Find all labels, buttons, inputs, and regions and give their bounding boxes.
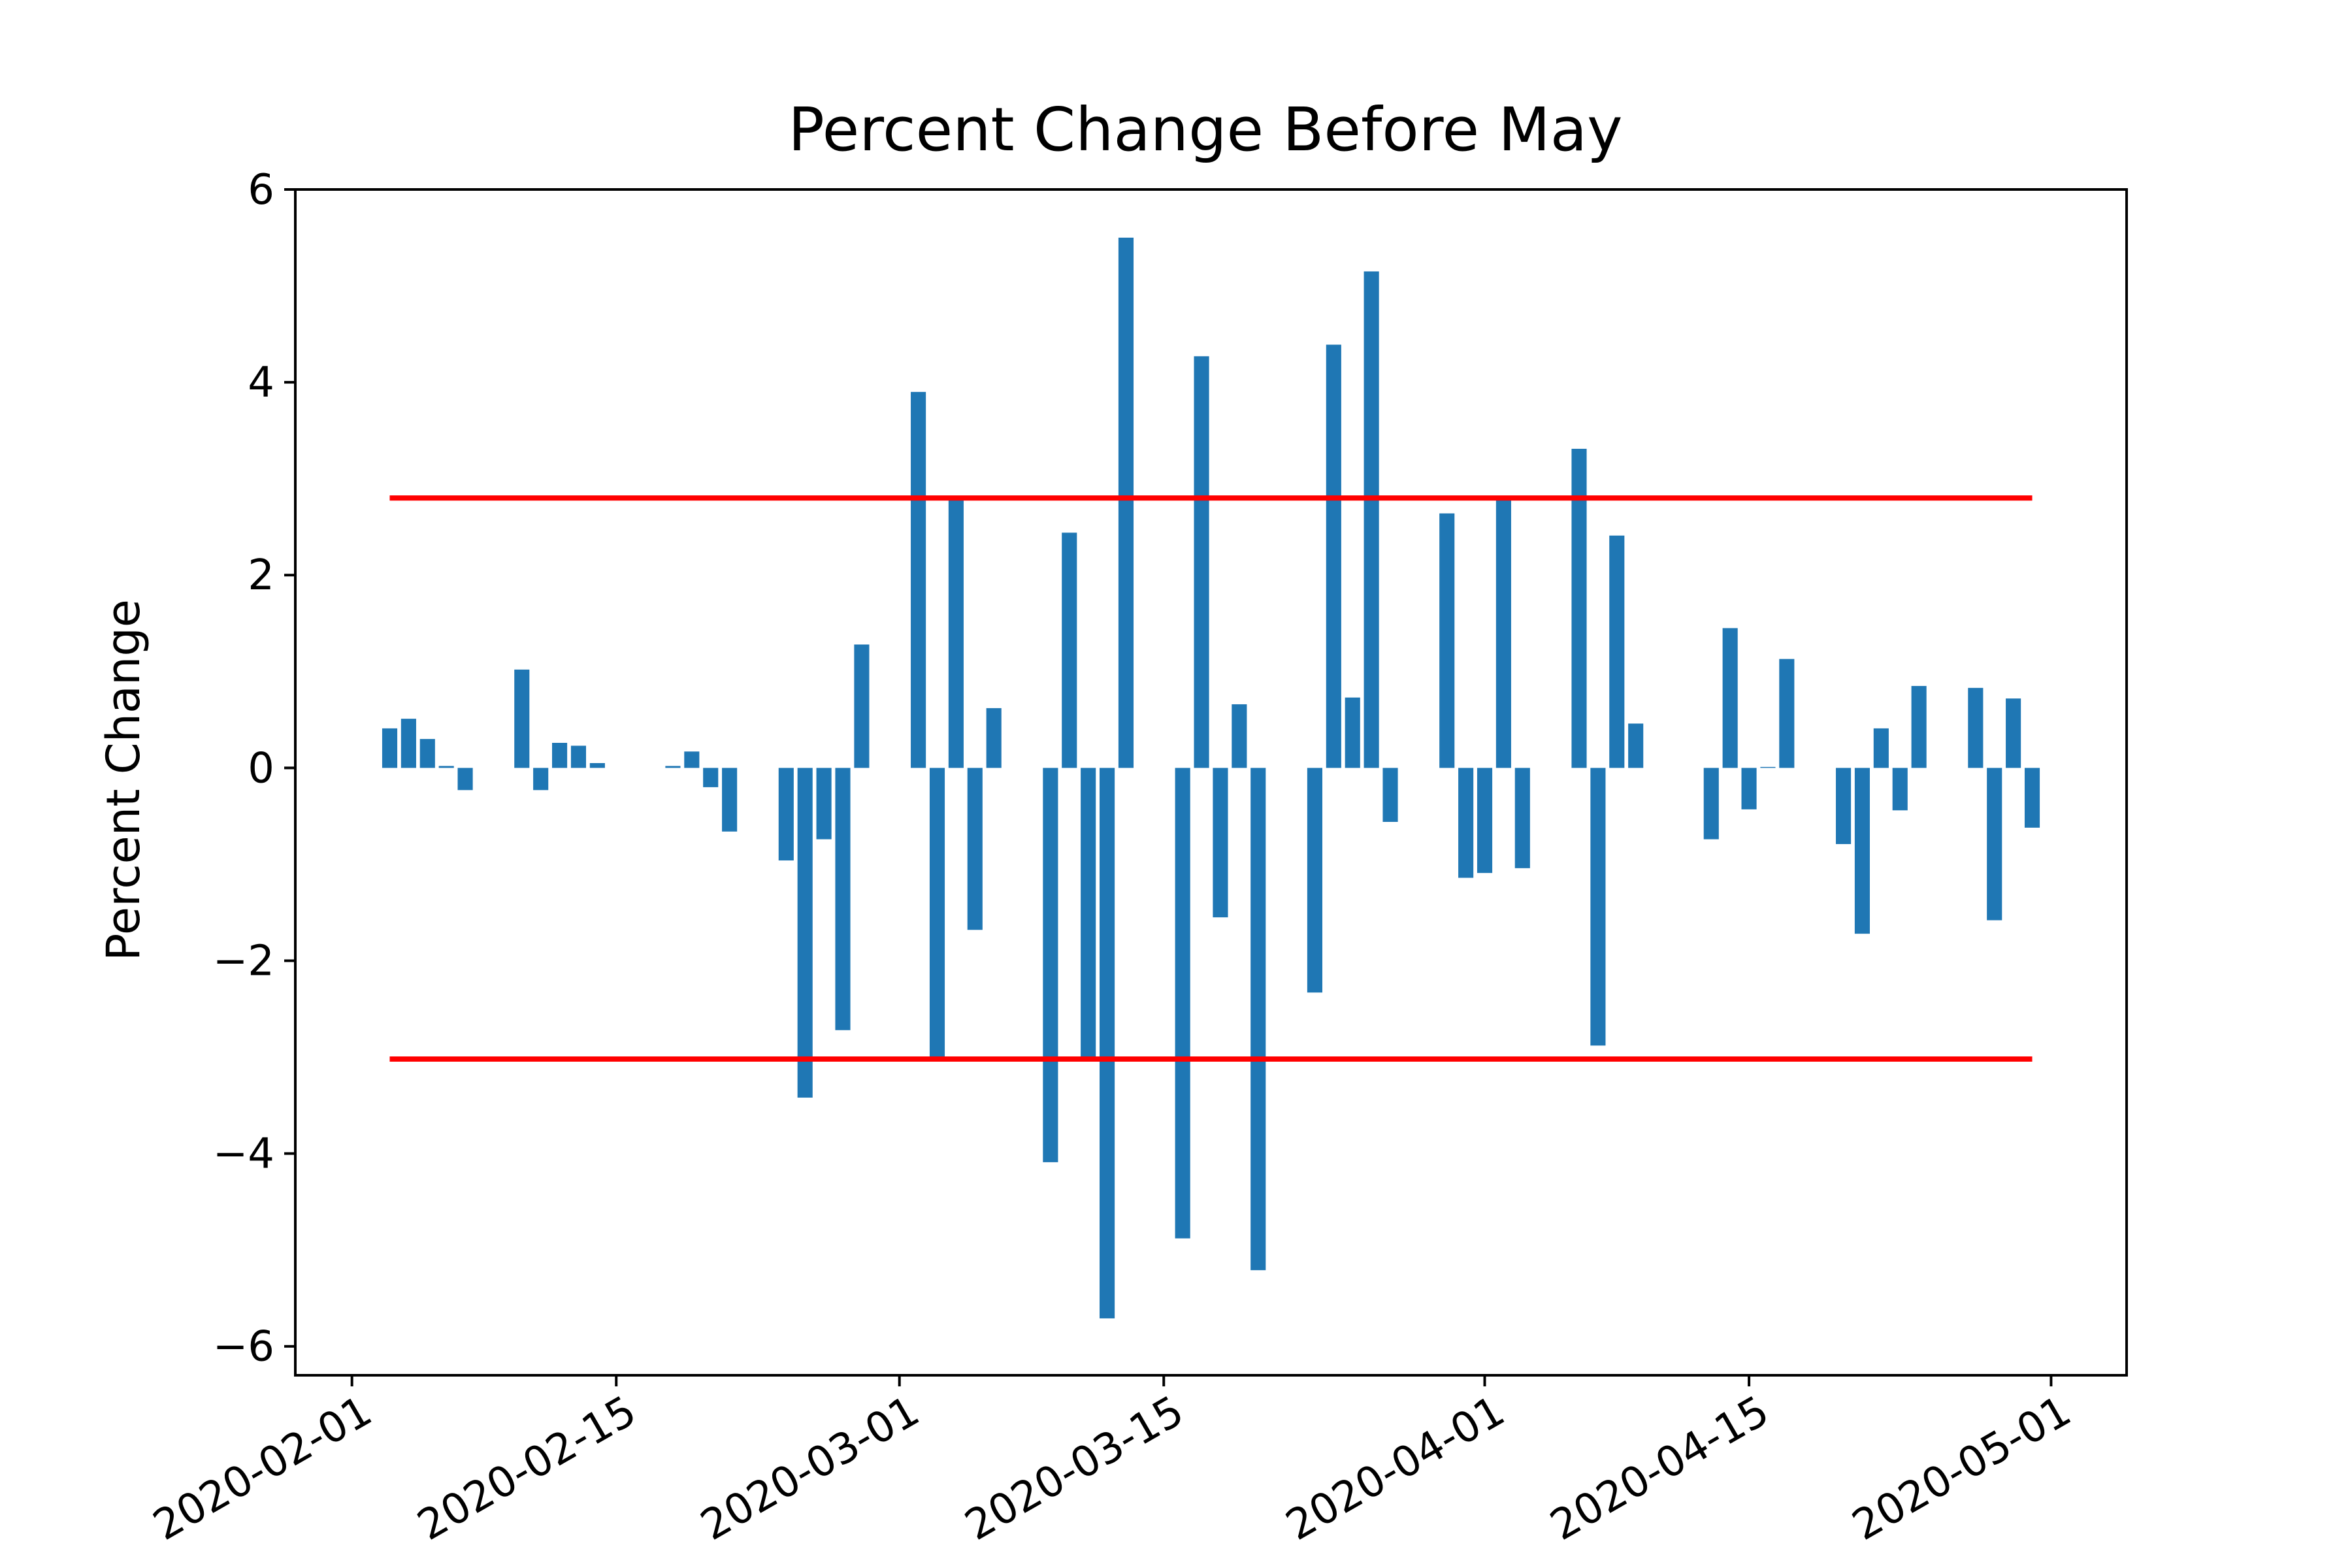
- bar: [1495, 500, 1511, 768]
- bar: [1250, 768, 1266, 1271]
- bar: [1232, 704, 1247, 768]
- bar: [1326, 344, 1341, 768]
- y-tick-label: 2: [248, 551, 274, 600]
- bar: [1571, 448, 1587, 768]
- bar: [457, 768, 473, 791]
- bar: [1703, 768, 1719, 840]
- bar: [1873, 728, 1889, 768]
- bar: [1968, 687, 1984, 768]
- bar: [797, 768, 813, 1098]
- bar: [778, 768, 794, 861]
- bar: [400, 719, 416, 768]
- bar: [2024, 768, 2040, 828]
- bar: [1609, 535, 1625, 768]
- bar: [1100, 768, 1115, 1318]
- bar: [1514, 768, 1530, 868]
- reference-lines-group: [389, 495, 2033, 1062]
- plot-frame: [294, 188, 2128, 1377]
- bar: [1987, 768, 2002, 921]
- y-tick-label: 6: [248, 166, 274, 214]
- y-tick-label: −6: [213, 1323, 274, 1371]
- bar: [1892, 768, 1908, 811]
- bars-group: [382, 237, 2040, 1318]
- y-tick-label: −2: [213, 937, 274, 985]
- bar: [835, 768, 851, 1030]
- bar: [2006, 698, 2021, 768]
- bar: [967, 768, 983, 930]
- y-tick-label: 0: [248, 744, 274, 792]
- chart-title: Percent Change Before May: [788, 95, 1622, 165]
- bar: [533, 768, 549, 791]
- bar: [1854, 768, 1870, 934]
- bar: [1628, 723, 1644, 768]
- bar: [438, 766, 454, 768]
- bar: [1364, 271, 1379, 768]
- bar: [419, 739, 435, 768]
- bar: [552, 743, 568, 768]
- bar: [816, 768, 832, 840]
- bar: [1760, 766, 1776, 768]
- bar: [514, 669, 530, 768]
- bar: [1345, 697, 1360, 768]
- y-axis-label: Percent Change: [97, 599, 150, 961]
- bar: [1779, 659, 1795, 768]
- bar: [1722, 628, 1738, 768]
- bar: [1835, 768, 1852, 844]
- bar: [722, 768, 738, 832]
- bar: [1439, 513, 1455, 768]
- bar: [1118, 237, 1134, 768]
- y-axis: −6 −4 −2 0 2 4 6: [213, 166, 295, 1371]
- bar: [684, 751, 700, 768]
- bar: [1382, 768, 1398, 822]
- bar: [1458, 768, 1474, 878]
- bar: [665, 766, 681, 768]
- bar: [911, 391, 926, 768]
- y-tick-label: −4: [213, 1130, 274, 1179]
- bar: [1081, 768, 1096, 1058]
- bar: [589, 762, 605, 768]
- bar: [1175, 768, 1190, 1239]
- bar: [1194, 356, 1209, 768]
- bar: [1062, 532, 1077, 768]
- bar: [929, 768, 945, 1058]
- bar: [1043, 768, 1058, 1162]
- bar: [382, 728, 398, 768]
- bar: [1213, 768, 1228, 918]
- bar: [1741, 768, 1757, 809]
- bar: [854, 644, 870, 768]
- bar: [1477, 768, 1493, 874]
- bar: [1911, 685, 1927, 768]
- bar: [986, 708, 1002, 768]
- bar: [948, 500, 964, 768]
- bar: [703, 768, 719, 787]
- bar: [1307, 768, 1322, 993]
- bar: [570, 745, 587, 768]
- bar: [1590, 768, 1606, 1046]
- y-tick-label: 4: [248, 359, 274, 407]
